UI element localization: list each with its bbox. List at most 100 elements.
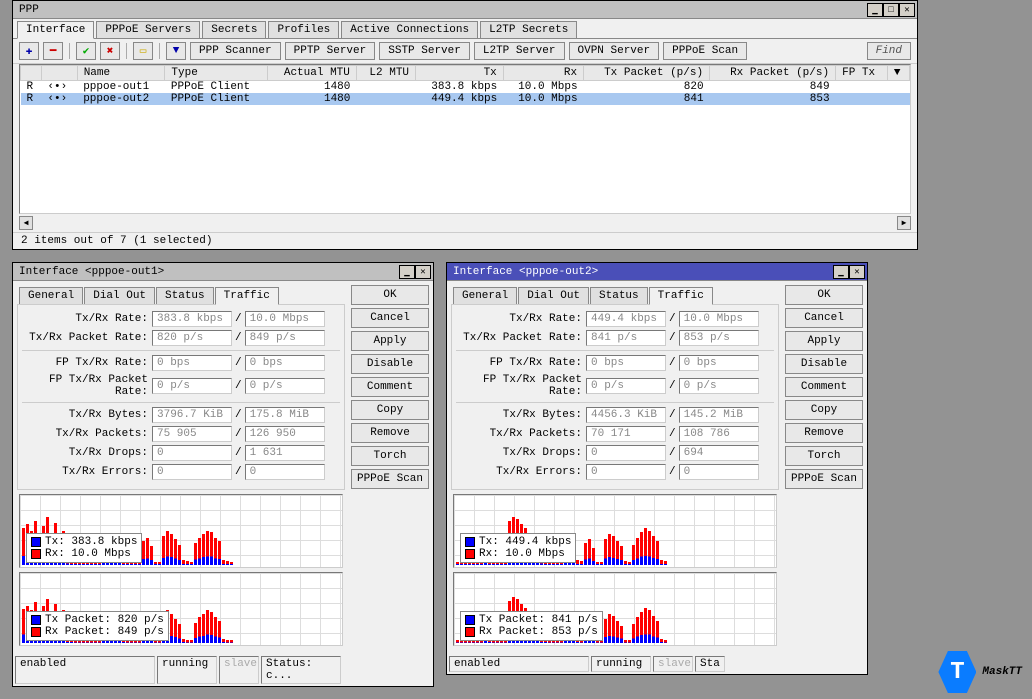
- legend-text: Rx Packet: 853 p/s: [479, 626, 598, 638]
- close-icon[interactable]: ✕: [899, 3, 915, 17]
- minimize-icon[interactable]: ▁: [833, 265, 849, 279]
- stat-row: Tx/Rx Drops:0/1 631: [22, 445, 340, 461]
- torch-button[interactable]: Torch: [785, 446, 863, 466]
- stat-row: FP Tx/Rx Packet Rate:0 p/s/0 p/s: [456, 374, 774, 398]
- close-icon[interactable]: ✕: [415, 265, 431, 279]
- close-icon[interactable]: ✕: [849, 265, 865, 279]
- sstp-server-button[interactable]: SSTP Server: [379, 42, 470, 60]
- disable-button[interactable]: Disable: [351, 354, 429, 374]
- col-header[interactable]: L2 MTU: [356, 66, 415, 81]
- subtab-general[interactable]: General: [19, 287, 83, 304]
- copy-button[interactable]: Copy: [785, 400, 863, 420]
- stat-rx-value: 0 bps: [679, 355, 759, 371]
- col-header[interactable]: Rx Packet (p/s): [710, 66, 836, 81]
- iface2-titlebar[interactable]: Interface <pppoe-out2> ▁ ✕: [447, 263, 867, 281]
- legend-color-box: [465, 549, 475, 559]
- status-slave: slave: [653, 656, 693, 672]
- legend-text: Rx: 10.0 Mbps: [45, 548, 131, 560]
- scroll-right-icon[interactable]: ▶: [897, 216, 911, 230]
- col-header[interactable]: [41, 66, 77, 81]
- minimize-icon[interactable]: ▁: [399, 265, 415, 279]
- status-enabled: enabled: [15, 656, 155, 684]
- ok-button[interactable]: OK: [785, 285, 863, 305]
- col-header[interactable]: Rx: [503, 66, 583, 81]
- pptp-server-button[interactable]: PPTP Server: [285, 42, 376, 60]
- subtab-status[interactable]: Status: [590, 287, 648, 304]
- stat-tx-value: 0: [586, 464, 666, 480]
- stat-rx-value: 175.8 MiB: [245, 407, 325, 423]
- minimize-icon[interactable]: ▁: [867, 3, 883, 17]
- enable-icon[interactable]: ✔: [76, 42, 96, 60]
- col-header[interactable]: Actual MTU: [268, 66, 357, 81]
- torch-button[interactable]: Torch: [351, 446, 429, 466]
- iface1-titlebar[interactable]: Interface <pppoe-out1> ▁ ✕: [13, 263, 433, 281]
- remove-button[interactable]: Remove: [351, 423, 429, 443]
- pppoe-scan-button[interactable]: PPPoE Scan: [351, 469, 429, 489]
- col-header[interactable]: Type: [165, 66, 268, 81]
- tab-interface[interactable]: Interface: [17, 21, 94, 39]
- stat-tx-value: 0: [152, 445, 232, 461]
- ok-button[interactable]: OK: [351, 285, 429, 305]
- comment-icon[interactable]: ▭: [133, 42, 153, 60]
- subtab-general[interactable]: General: [453, 287, 517, 304]
- find-button[interactable]: Find: [867, 42, 911, 60]
- ppp-scanner-button[interactable]: PPP Scanner: [190, 42, 281, 60]
- tab-profiles[interactable]: Profiles: [268, 21, 339, 38]
- stat-tx-value: 0 bps: [152, 355, 232, 371]
- comment-button[interactable]: Comment: [785, 377, 863, 397]
- ppp-titlebar[interactable]: PPP ▁ □ ✕: [13, 1, 917, 19]
- watermark-badge: T: [938, 651, 976, 693]
- cancel-button[interactable]: Cancel: [785, 308, 863, 328]
- apply-button[interactable]: Apply: [785, 331, 863, 351]
- subtab-dial-out[interactable]: Dial Out: [518, 287, 589, 304]
- scroll-left-icon[interactable]: ◀: [19, 216, 33, 230]
- subtab-status[interactable]: Status: [156, 287, 214, 304]
- tab-l2tp-secrets[interactable]: L2TP Secrets: [480, 21, 577, 38]
- col-header[interactable]: Name: [77, 66, 165, 81]
- disable-icon[interactable]: ✖: [100, 42, 120, 60]
- column-dropdown-icon[interactable]: ▼: [887, 66, 909, 81]
- col-header[interactable]: FP Tx: [836, 66, 888, 81]
- pppoe-scan-button[interactable]: PPPoE Scan: [785, 469, 863, 489]
- tab-active-connections[interactable]: Active Connections: [341, 21, 478, 38]
- table-row[interactable]: R‹•›pppoe-out2PPPoE Client1480449.4 kbps…: [21, 93, 910, 105]
- tab-pppoe-servers[interactable]: PPPoE Servers: [96, 21, 200, 38]
- subtab-traffic[interactable]: Traffic: [649, 287, 713, 305]
- cancel-button[interactable]: Cancel: [351, 308, 429, 328]
- stat-tx-value: 841 p/s: [586, 330, 666, 346]
- tab-secrets[interactable]: Secrets: [202, 21, 266, 38]
- stat-rx-value: 853 p/s: [679, 330, 759, 346]
- stat-row: Tx/Rx Packet Rate:841 p/s/853 p/s: [456, 330, 774, 346]
- stat-rx-value: 126 950: [245, 426, 325, 442]
- col-header[interactable]: Tx Packet (p/s): [584, 66, 710, 81]
- ppp-window: PPP ▁ □ ✕ InterfacePPPoE ServersSecretsP…: [12, 0, 918, 250]
- iface2-rate-chart: Tx: 449.4 kbpsRx: 10.0 Mbps: [453, 494, 777, 568]
- maximize-icon[interactable]: □: [883, 3, 899, 17]
- col-header[interactable]: [21, 66, 42, 81]
- stat-label: FP Tx/Rx Rate:: [22, 357, 152, 369]
- iface1-packet-chart: Tx Packet: 820 p/sRx Packet: 849 p/s: [19, 572, 343, 646]
- cell: pppoe-out1: [77, 81, 165, 94]
- ovpn-server-button[interactable]: OVPN Server: [569, 42, 660, 60]
- toolbar-text-buttons: PPP ScannerPPTP ServerSSTP ServerL2TP Se…: [190, 42, 747, 60]
- pppoe-scan-button[interactable]: PPPoE Scan: [663, 42, 747, 60]
- interface-table: NameTypeActual MTUL2 MTUTxRxTx Packet (p…: [20, 65, 910, 105]
- apply-button[interactable]: Apply: [351, 331, 429, 351]
- filter-icon[interactable]: ▼: [166, 42, 186, 60]
- remove-button[interactable]: Remove: [785, 423, 863, 443]
- copy-button[interactable]: Copy: [351, 400, 429, 420]
- remove-icon[interactable]: ━: [43, 42, 63, 60]
- stat-tx-value: 449.4 kbps: [586, 311, 666, 327]
- cell: 849: [710, 81, 836, 94]
- iface1-window: Interface <pppoe-out1> ▁ ✕ GeneralDial O…: [12, 262, 434, 687]
- add-icon[interactable]: ✚: [19, 42, 39, 60]
- disable-button[interactable]: Disable: [785, 354, 863, 374]
- table-row[interactable]: R‹•›pppoe-out1PPPoE Client1480383.8 kbps…: [21, 81, 910, 94]
- comment-button[interactable]: Comment: [351, 377, 429, 397]
- subtab-traffic[interactable]: Traffic: [215, 287, 279, 305]
- cell: 820: [584, 81, 710, 94]
- col-header[interactable]: Tx: [416, 66, 504, 81]
- l2tp-server-button[interactable]: L2TP Server: [474, 42, 565, 60]
- subtab-dial-out[interactable]: Dial Out: [84, 287, 155, 304]
- interface-table-wrap[interactable]: NameTypeActual MTUL2 MTUTxRxTx Packet (p…: [19, 64, 911, 214]
